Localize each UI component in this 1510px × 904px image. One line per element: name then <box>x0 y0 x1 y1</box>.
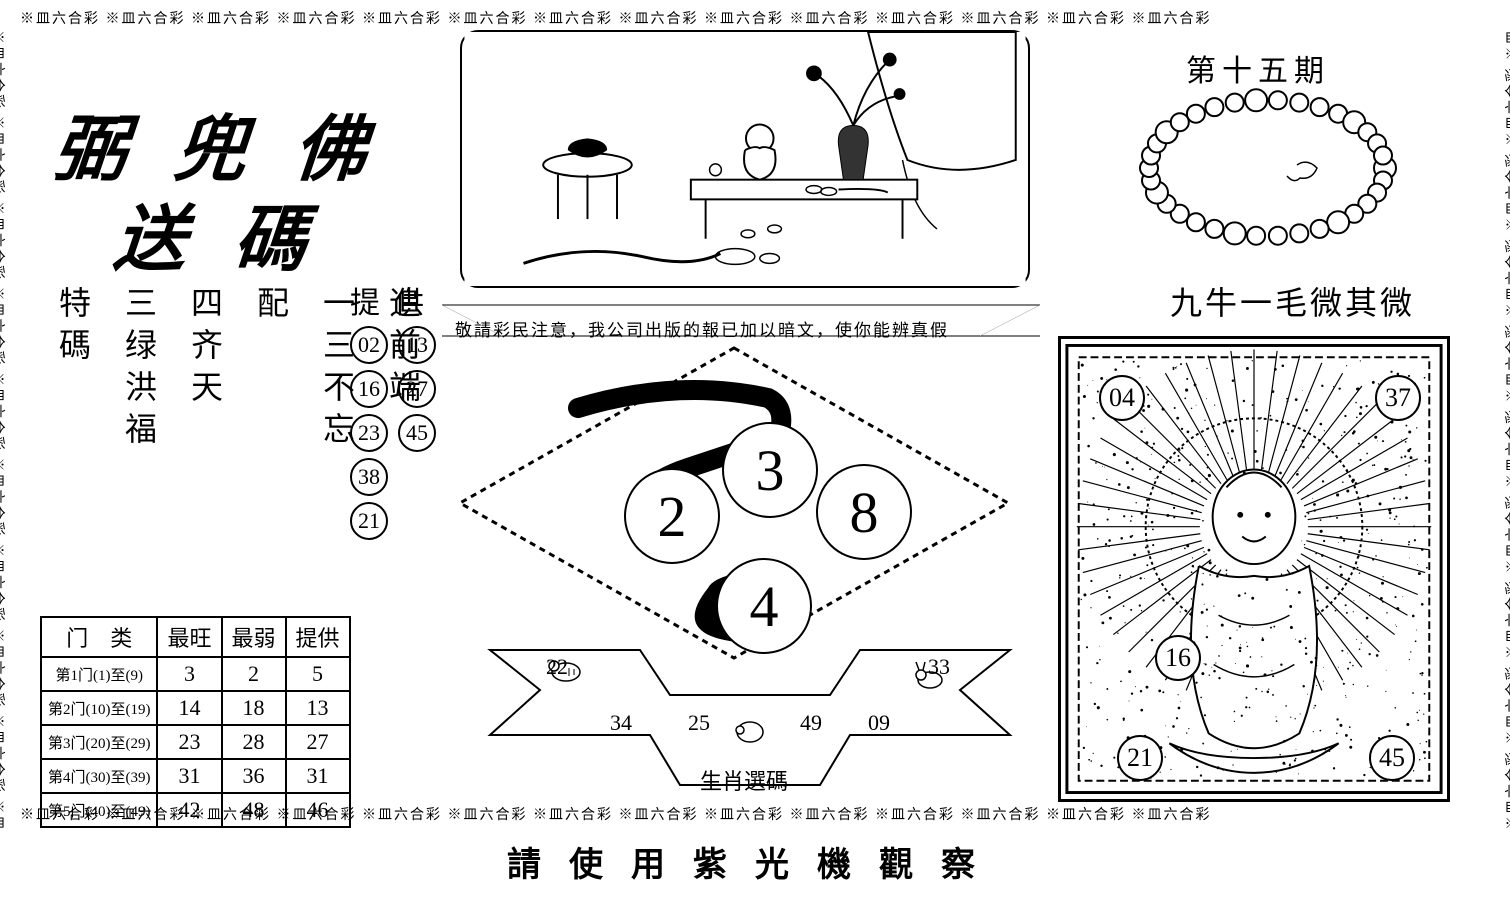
verse-col: 三绿洪福 <box>116 286 162 454</box>
table-cell: 27 <box>286 725 350 759</box>
diamond-number: 2 <box>624 468 720 564</box>
provide-number: 13 <box>398 326 436 364</box>
provide-number: 21 <box>350 502 388 540</box>
provide-number: 23 <box>350 414 388 452</box>
table-row: 第3门(20)至(29)232827 <box>41 725 350 759</box>
table-header: 门 类 <box>41 617 157 657</box>
provide-number: 38 <box>350 458 388 496</box>
buddha-panel: 04 37 16 21 45 <box>1058 336 1450 802</box>
table-row: 第5门(40)至(49)424846 <box>41 793 350 827</box>
table-header: 最弱 <box>222 617 286 657</box>
provide-number: 16 <box>350 370 388 408</box>
zodiac-number: 25 <box>688 710 710 736</box>
zodiac-number: 49 <box>800 710 822 736</box>
table-cell: 14 <box>157 691 221 725</box>
table-cell: 31 <box>157 759 221 793</box>
zodiac-number: 09 <box>868 710 890 736</box>
border-top: ※皿六合彩 ※皿六合彩 ※皿六合彩 ※皿六合彩 ※皿六合彩 ※皿六合彩 ※皿六合… <box>20 8 1490 28</box>
table-cell: 28 <box>222 725 286 759</box>
buddha-number: 45 <box>1369 735 1415 781</box>
table-cell: 23 <box>157 725 221 759</box>
table-row: 第2门(10)至(19)141813 <box>41 691 350 725</box>
buddha-number: 21 <box>1117 735 1163 781</box>
verse-col: 特碼 <box>50 286 96 454</box>
table-row: 第1门(1)至(9)325 <box>41 657 350 691</box>
table-header: 最旺 <box>157 617 221 657</box>
zodiac-label: 生肖選碼 <box>700 764 788 796</box>
zodiac-banner: 22 33 34 25 49 09 生肖選碼 <box>480 640 1020 800</box>
buddha-number: 37 <box>1375 375 1421 421</box>
scene-svg <box>462 32 1028 286</box>
lottery-sheet: ※皿六合彩 ※皿六合彩 ※皿六合彩 ※皿六合彩 ※皿六合彩 ※皿六合彩 ※皿六合… <box>0 0 1510 904</box>
provide-number: 27 <box>398 370 436 408</box>
table-cell: 46 <box>286 793 350 827</box>
title-calligraphy: 弼兜佛送碼 <box>55 90 385 250</box>
zodiac-number: 33 <box>928 654 950 680</box>
provide-header-char: 提 <box>350 278 380 322</box>
border-right: ※皿六合彩 ※皿六合彩 ※皿六合彩 ※皿六合彩 ※皿六合彩 ※皿六合彩 ※皿六合… <box>1502 30 1510 830</box>
provide-numbers: 0213162723453821 <box>350 326 460 540</box>
provide-header-char: 供 <box>394 278 424 322</box>
category-table: 门 类最旺最弱提供 第1门(1)至(9)325第2门(10)至(19)14181… <box>40 616 351 828</box>
table-cell: 31 <box>286 759 350 793</box>
provide-row: 1627 <box>350 370 460 408</box>
title-char: 碼 <box>230 180 311 285</box>
table-cell: 5 <box>286 657 350 691</box>
table-category: 第1门(1)至(9) <box>41 657 157 691</box>
table-cell: 13 <box>286 691 350 725</box>
table-row: 第4门(30)至(39)313631 <box>41 759 350 793</box>
table-cell: 18 <box>222 691 286 725</box>
border-left: ※皿六合彩 ※皿六合彩 ※皿六合彩 ※皿六合彩 ※皿六合彩 ※皿六合彩 ※皿六合… <box>0 30 8 830</box>
provide-row: 21 <box>350 502 460 540</box>
provide-row: 23 45 <box>350 414 460 452</box>
zodiac-number: 34 <box>610 710 632 736</box>
illustration-scene <box>460 30 1030 288</box>
buddha-number: 04 <box>1099 375 1145 421</box>
title-char: 送 <box>110 180 191 285</box>
table-header: 提供 <box>286 617 350 657</box>
provide-number: 45 <box>398 414 436 452</box>
table-cell: 42 <box>157 793 221 827</box>
table-category: 第5门(40)至(49) <box>41 793 157 827</box>
prayer-beads-icon <box>1122 80 1412 260</box>
provide-number: 02 <box>350 326 388 364</box>
table-cell: 36 <box>222 759 286 793</box>
zodiac-number: 22 <box>546 654 568 680</box>
diamond-section: 2384 <box>448 338 1020 668</box>
table-category: 第4门(30)至(39) <box>41 759 157 793</box>
provide-row: 38 <box>350 458 460 496</box>
verse-col: 四齐天 <box>182 286 228 454</box>
footer-instruction: 請使用紫光機觀察 <box>507 837 1003 886</box>
table-cell: 3 <box>157 657 221 691</box>
table-category: 第2门(10)至(19) <box>41 691 157 725</box>
table-cell: 2 <box>222 657 286 691</box>
verse-col: 配 <box>248 286 294 454</box>
diamond-number: 8 <box>816 464 912 560</box>
table-category: 第3门(20)至(29) <box>41 725 157 759</box>
diamond-number: 3 <box>722 422 818 518</box>
right-phrase: 九牛一毛微其微 <box>1170 278 1415 324</box>
table-cell: 48 <box>222 793 286 827</box>
buddha-number: 16 <box>1155 635 1201 681</box>
